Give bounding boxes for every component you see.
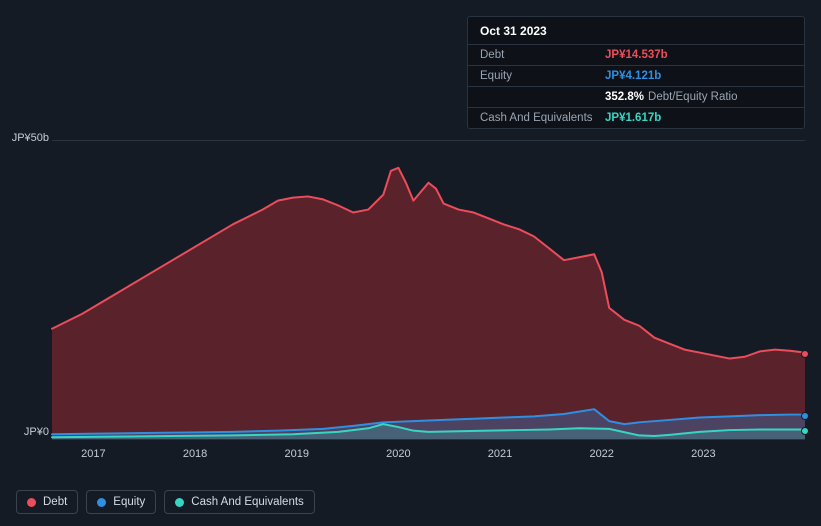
tooltip-row-label: Equity <box>480 70 605 82</box>
x-axis-year-label: 2023 <box>691 448 715 460</box>
chart-plot[interactable] <box>52 140 805 440</box>
tooltip-row-value: JP¥1.617b <box>605 112 661 124</box>
tooltip-row: Cash And EquivalentsJP¥1.617b <box>468 107 804 128</box>
legend-dot-icon <box>97 498 106 507</box>
x-axis-year-label: 2021 <box>488 448 512 460</box>
x-axis-year-label: 2022 <box>589 448 613 460</box>
tooltip-date: Oct 31 2023 <box>468 17 804 44</box>
chart-area: JP¥50b JP¥0 <box>16 140 805 440</box>
legend-item-label: Debt <box>43 496 67 508</box>
series-end-marker <box>801 412 809 420</box>
tooltip-row-label: Debt <box>480 49 605 61</box>
tooltip-row-value: JP¥4.121b <box>605 70 661 82</box>
legend-dot-icon <box>27 498 36 507</box>
legend-dot-icon <box>175 498 184 507</box>
x-axis-year-label: 2017 <box>81 448 105 460</box>
tooltip-row-label: Cash And Equivalents <box>480 112 605 124</box>
tooltip-row-value: JP¥14.537b <box>605 49 668 61</box>
tooltip-row-value: 352.8% <box>605 91 644 103</box>
tooltip-row: DebtJP¥14.537b <box>468 44 804 65</box>
x-axis-labels: 2017 2018 2019 2020 2021 2022 2023 <box>52 448 805 468</box>
legend-item-label: Cash And Equivalents <box>191 496 304 508</box>
y-axis-max-label: JP¥50b <box>4 132 49 144</box>
x-axis-year-label: 2018 <box>183 448 207 460</box>
chart-tooltip: Oct 31 2023 DebtJP¥14.537bEquityJP¥4.121… <box>467 16 805 129</box>
tooltip-row-note: Debt/Equity Ratio <box>648 91 738 103</box>
legend-item[interactable]: Equity <box>86 490 156 514</box>
series-end-marker <box>801 350 809 358</box>
legend-item[interactable]: Debt <box>16 490 78 514</box>
tooltip-row: 352.8% Debt/Equity Ratio <box>468 86 804 107</box>
y-axis-min-label: JP¥0 <box>4 426 49 438</box>
legend-item-label: Equity <box>113 496 145 508</box>
x-axis-year-label: 2020 <box>386 448 410 460</box>
chart-legend: Debt Equity Cash And Equivalents <box>16 490 315 514</box>
series-end-marker <box>801 427 809 435</box>
legend-item[interactable]: Cash And Equivalents <box>164 490 315 514</box>
x-axis-year-label: 2019 <box>284 448 308 460</box>
tooltip-row: EquityJP¥4.121b <box>468 65 804 86</box>
